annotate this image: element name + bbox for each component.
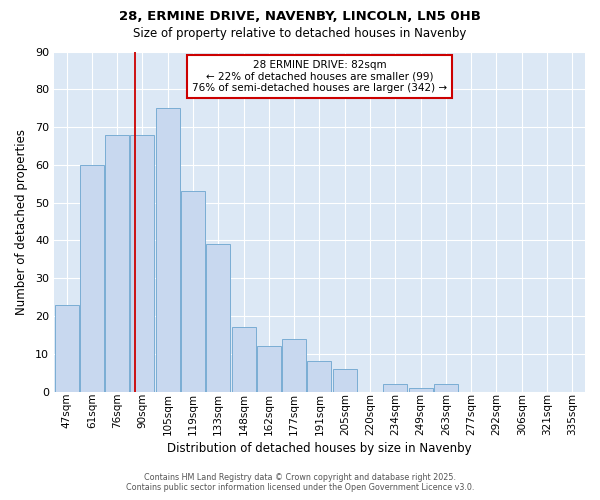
- Bar: [232, 328, 256, 392]
- Bar: [307, 362, 331, 392]
- Text: Contains HM Land Registry data © Crown copyright and database right 2025.
Contai: Contains HM Land Registry data © Crown c…: [126, 473, 474, 492]
- Bar: [130, 134, 154, 392]
- Bar: [282, 338, 306, 392]
- X-axis label: Distribution of detached houses by size in Navenby: Distribution of detached houses by size …: [167, 442, 472, 455]
- Bar: [80, 165, 104, 392]
- Bar: [156, 108, 180, 392]
- Bar: [409, 388, 433, 392]
- Y-axis label: Number of detached properties: Number of detached properties: [15, 128, 28, 314]
- Bar: [434, 384, 458, 392]
- Text: Size of property relative to detached houses in Navenby: Size of property relative to detached ho…: [133, 28, 467, 40]
- Bar: [333, 369, 357, 392]
- Bar: [55, 304, 79, 392]
- Bar: [105, 134, 129, 392]
- Text: 28 ERMINE DRIVE: 82sqm
← 22% of detached houses are smaller (99)
76% of semi-det: 28 ERMINE DRIVE: 82sqm ← 22% of detached…: [192, 60, 447, 93]
- Bar: [206, 244, 230, 392]
- Text: 28, ERMINE DRIVE, NAVENBY, LINCOLN, LN5 0HB: 28, ERMINE DRIVE, NAVENBY, LINCOLN, LN5 …: [119, 10, 481, 23]
- Bar: [383, 384, 407, 392]
- Bar: [181, 192, 205, 392]
- Bar: [257, 346, 281, 392]
